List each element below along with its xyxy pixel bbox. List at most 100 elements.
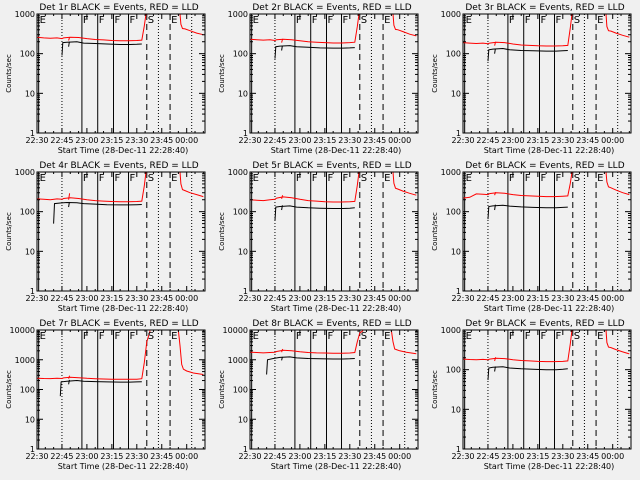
marker-label-f: F (555, 331, 561, 342)
series-events (494, 204, 496, 211)
y-tick-label: 100 (20, 386, 35, 395)
marker-label-f: F (312, 331, 318, 342)
x-tick-label: 23:00 (75, 136, 98, 145)
marker-label-f: F (83, 173, 89, 184)
plot-frame (249, 329, 419, 450)
y-tick-label: 10 (238, 415, 248, 424)
marker-label-e: E (40, 15, 46, 26)
x-tick-label: 22:45 (50, 136, 73, 145)
marker-label-e: E (384, 331, 390, 342)
plot-area (463, 330, 630, 449)
series-events (494, 366, 496, 372)
y-axis-label: Counts/sec (5, 54, 13, 93)
plot-frame (462, 13, 632, 134)
marker-label-f: F (129, 173, 135, 184)
x-tick-label: 00:00 (601, 294, 624, 303)
x-tick-label: 00:00 (388, 136, 411, 145)
x-tick-label: 22:45 (50, 294, 73, 303)
panel-title: Det 8r BLACK = Events, RED = LLD (252, 319, 411, 329)
series-lld (392, 172, 417, 196)
series-events (59, 379, 142, 397)
x-tick-label: 23:00 (501, 136, 524, 145)
x-tick-label: 23:15 (100, 136, 123, 145)
y-axis-label: Counts/sec (218, 370, 226, 409)
y-tick-label: 1 (30, 287, 35, 296)
y-tick-label: 1000 (15, 356, 35, 365)
marker-label-s: S (574, 15, 580, 26)
marker-label-e: E (40, 331, 46, 342)
y-tick-label: 1000 (441, 326, 461, 335)
x-tick-label: 22:30 (451, 294, 474, 303)
marker-label-f: F (129, 331, 135, 342)
marker-label-f: F (115, 173, 121, 184)
marker-label-e: E (466, 15, 472, 26)
marker-label-f: F (555, 15, 561, 26)
plot-frame (249, 13, 419, 134)
y-tick-label: 1 (243, 445, 248, 454)
y-tick-label: 1 (243, 287, 248, 296)
x-tick-label: 22:30 (238, 294, 261, 303)
y-axis-label: Counts/sec (5, 370, 13, 409)
marker-label-s: S (574, 331, 580, 342)
series-events (487, 366, 568, 381)
panel-det-7: Det 7r BLACK = Events, RED = LLD Counts/s… (5, 319, 206, 471)
x-tick-label: 00:00 (601, 452, 624, 461)
x-tick-label: 23:15 (313, 452, 336, 461)
y-tick-label: 100 (233, 50, 248, 59)
series-lld (281, 195, 284, 200)
y-tick-label: 1 (456, 129, 461, 138)
marker-label-f: F (328, 15, 334, 26)
marker-label-f: F (115, 331, 121, 342)
x-tick-label: 23:00 (288, 294, 311, 303)
y-tick-label: 1000 (15, 168, 35, 177)
marker-label-e: E (253, 331, 259, 342)
y-tick-label: 1 (243, 129, 248, 138)
plot-frame (462, 171, 632, 292)
panel-title: Det 6r BLACK = Events, RED = LLD (465, 161, 624, 171)
marker-label-f: F (525, 173, 531, 184)
panel-det-6: Det 6r BLACK = Events, RED = LLD Counts/s… (431, 161, 632, 313)
x-tick-label: 23:15 (313, 294, 336, 303)
marker-label-e: E (171, 173, 177, 184)
marker-label-f: F (296, 173, 302, 184)
marker-label-f: F (342, 331, 348, 342)
marker-label-f: F (328, 173, 334, 184)
series-events (274, 45, 355, 59)
x-tick-label: 23:00 (75, 294, 98, 303)
x-tick-label: 23:45 (363, 452, 386, 461)
panel-det-5: Det 5r BLACK = Events, RED = LLD Counts/s… (218, 161, 419, 313)
series-lld (37, 330, 151, 380)
panel-title: Det 3r BLACK = Events, RED = LLD (465, 3, 624, 13)
panel-det-2: Det 2r BLACK = Events, RED = LLD Counts/s… (218, 3, 419, 155)
y-axis-label: Counts/sec (431, 212, 439, 251)
series-lld (250, 172, 360, 203)
x-tick-label: 22:30 (238, 452, 261, 461)
x-tick-label: 23:45 (363, 294, 386, 303)
series-events (68, 379, 70, 385)
panel-title: Det 4r BLACK = Events, RED = LLD (39, 161, 198, 171)
series-lld (463, 14, 573, 47)
x-tick-label: 23:30 (125, 452, 148, 461)
x-tick-label: 23:30 (338, 452, 361, 461)
series-lld (37, 14, 147, 42)
x-axis-label: Start Time (28-Dec-11 22:28:40) (484, 146, 615, 155)
y-tick-label: 1 (456, 287, 461, 296)
x-tick-label: 22:30 (451, 136, 474, 145)
marker-label-f: F (312, 173, 318, 184)
plot-frame (462, 329, 632, 450)
x-tick-label: 23:30 (125, 294, 148, 303)
series-lld (68, 37, 71, 41)
x-tick-label: 23:15 (100, 452, 123, 461)
series-lld (494, 41, 497, 46)
marker-label-f: F (83, 331, 89, 342)
y-tick-label: 10 (451, 89, 461, 98)
series-events (281, 205, 283, 211)
y-tick-label: 1 (456, 445, 461, 454)
x-tick-label: 23:15 (313, 136, 336, 145)
marker-label-f: F (129, 15, 135, 26)
y-tick-label: 1 (30, 445, 35, 454)
series-lld (494, 192, 497, 196)
y-tick-label: 10000 (223, 326, 248, 335)
series-events (281, 45, 283, 51)
y-tick-label: 10 (25, 415, 35, 424)
